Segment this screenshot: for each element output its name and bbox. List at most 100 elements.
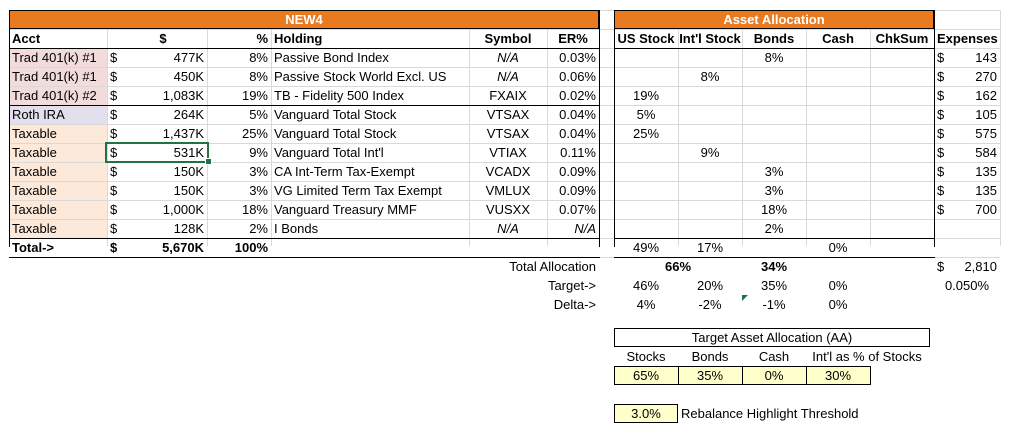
cell-intl-stock[interactable] bbox=[678, 219, 742, 238]
cell-dollar-sign[interactable]: $ bbox=[110, 88, 118, 103]
header-intl-stock[interactable]: Int'l Stock bbox=[679, 31, 741, 46]
header-holding[interactable]: Holding bbox=[274, 31, 323, 46]
total-bonds-alloc[interactable]: 34% bbox=[760, 259, 788, 274]
cell-symbol[interactable]: N/A bbox=[497, 221, 519, 236]
cell-acct[interactable]: Roth IRA bbox=[12, 107, 65, 122]
cell-dollar-sign[interactable]: $ bbox=[110, 145, 118, 160]
cell-intl-stock[interactable] bbox=[678, 105, 742, 124]
header-us-stock[interactable]: US Stock bbox=[617, 31, 675, 46]
cell-symbol[interactable]: VTSAX bbox=[486, 126, 530, 141]
cell-expense[interactable]: 105 bbox=[975, 107, 997, 122]
header-symbol[interactable]: Symbol bbox=[484, 31, 532, 46]
delta-cash[interactable]: 0% bbox=[828, 297, 848, 312]
cell-dollar-sign[interactable]: $ bbox=[110, 183, 118, 198]
rebalance-threshold-value[interactable]: 3.0% bbox=[631, 406, 661, 421]
header-chksum[interactable]: ChkSum bbox=[875, 31, 929, 46]
cell-holding[interactable]: TB - Fidelity 500 Index bbox=[274, 88, 405, 103]
cell-cash[interactable] bbox=[806, 143, 870, 162]
cell-exp-dollar[interactable]: $ bbox=[937, 145, 945, 160]
cell-amount[interactable]: 477K bbox=[173, 50, 204, 65]
cell-holding[interactable]: Vanguard Treasury MMF bbox=[274, 202, 417, 217]
cell-dollar-sign[interactable]: $ bbox=[110, 50, 118, 65]
cell-pct[interactable]: 5% bbox=[249, 107, 268, 122]
cell-cash[interactable] bbox=[806, 67, 870, 86]
cell-us-stock[interactable] bbox=[614, 219, 678, 238]
cell-bonds[interactable] bbox=[742, 86, 806, 105]
cell-amount[interactable]: 264K bbox=[173, 107, 204, 122]
total-label[interactable]: Total-> bbox=[12, 240, 55, 255]
cell-dollar-sign[interactable]: $ bbox=[110, 202, 118, 217]
cell-expense[interactable] bbox=[948, 219, 1000, 238]
cell-exp-dollar[interactable]: $ bbox=[937, 202, 945, 217]
cell-pct[interactable]: 3% bbox=[249, 183, 268, 198]
cell-acct[interactable]: Taxable bbox=[12, 145, 57, 160]
cell-amount[interactable]: 531K bbox=[173, 145, 204, 160]
cell-pct[interactable]: 19% bbox=[241, 88, 268, 103]
cell-us-stock[interactable] bbox=[614, 162, 678, 181]
cell-us-stock[interactable]: 19% bbox=[632, 88, 660, 103]
cell-acct[interactable]: Taxable bbox=[12, 126, 57, 141]
cell-us-stock[interactable] bbox=[614, 181, 678, 200]
total-pct[interactable]: 100% bbox=[234, 240, 268, 255]
target-aa-value[interactable]: 0% bbox=[764, 368, 784, 383]
cell-cash[interactable] bbox=[806, 181, 870, 200]
total-er[interactable]: 0.050% bbox=[944, 278, 990, 293]
cell-bonds[interactable] bbox=[742, 124, 806, 143]
cell-intl-stock[interactable] bbox=[678, 200, 742, 219]
cell-us-stock[interactable]: 25% bbox=[632, 126, 660, 141]
cell-acct[interactable]: Taxable bbox=[12, 183, 57, 198]
header-er[interactable]: ER% bbox=[558, 31, 588, 46]
cell-acct[interactable]: Trad 401(k) #1 bbox=[12, 50, 97, 65]
cell-er[interactable]: 0.06% bbox=[559, 69, 596, 84]
cell-pct[interactable]: 18% bbox=[241, 202, 268, 217]
target-aa-value[interactable]: 65% bbox=[632, 368, 660, 383]
cell-acct[interactable]: Taxable bbox=[12, 164, 57, 179]
cell-bonds[interactable]: 18% bbox=[760, 202, 788, 217]
cell-exp-dollar[interactable]: $ bbox=[937, 183, 945, 198]
cell-intl-stock[interactable] bbox=[678, 162, 742, 181]
cell-holding[interactable]: Vanguard Total Stock bbox=[274, 126, 397, 141]
total-expenses[interactable]: 2,810 bbox=[964, 259, 997, 274]
cell-pct[interactable]: 2% bbox=[249, 221, 268, 236]
cell-exp-dollar[interactable]: $ bbox=[937, 126, 945, 141]
cell-er[interactable]: 0.07% bbox=[559, 202, 596, 217]
cell-bonds[interactable]: 3% bbox=[764, 183, 784, 198]
cell-cash[interactable] bbox=[806, 200, 870, 219]
fill-handle[interactable] bbox=[205, 158, 212, 165]
active-cell-selection[interactable] bbox=[105, 142, 209, 163]
cell-exp-dollar[interactable]: $ bbox=[937, 50, 945, 65]
cell-er[interactable]: N/A bbox=[574, 221, 596, 236]
target-intl[interactable]: 20% bbox=[696, 278, 724, 293]
target-bonds[interactable]: 35% bbox=[760, 278, 788, 293]
cell-expense[interactable]: 135 bbox=[975, 183, 997, 198]
cell-expense[interactable]: 162 bbox=[975, 88, 997, 103]
cell-us-stock[interactable]: 5% bbox=[636, 107, 656, 122]
cell-exp-dollar[interactable]: $ bbox=[937, 69, 945, 84]
cell-holding[interactable]: Vanguard Total Int'l bbox=[274, 145, 384, 160]
cell-er[interactable]: 0.11% bbox=[560, 145, 596, 160]
cell-amount[interactable]: 128K bbox=[173, 221, 204, 236]
cell-expense[interactable]: 584 bbox=[975, 145, 997, 160]
header-bonds[interactable]: Bonds bbox=[753, 31, 795, 46]
cell-dollar-sign[interactable]: $ bbox=[110, 126, 118, 141]
cell-amount[interactable]: 1,000K bbox=[162, 202, 204, 217]
cell-pct[interactable]: 3% bbox=[249, 164, 268, 179]
cell-amount[interactable]: 1,437K bbox=[162, 126, 204, 141]
cell-er[interactable]: 0.02% bbox=[559, 88, 596, 103]
cell-pct[interactable]: 25% bbox=[241, 126, 268, 141]
header-dollar[interactable]: $ bbox=[159, 31, 167, 46]
cell-er[interactable]: 0.03% bbox=[559, 50, 596, 65]
cell-cash[interactable] bbox=[806, 86, 870, 105]
cell-amount[interactable]: 150K bbox=[173, 164, 204, 179]
cell-symbol[interactable]: VUSXX bbox=[485, 202, 531, 217]
total-exp-dollar[interactable]: $ bbox=[937, 259, 945, 274]
cell-acct[interactable]: Trad 401(k) #2 bbox=[12, 88, 97, 103]
delta-us[interactable]: 4% bbox=[636, 297, 656, 312]
cell-us-stock[interactable] bbox=[614, 48, 678, 67]
target-cash[interactable]: 0% bbox=[828, 278, 848, 293]
cell-er[interactable]: 0.04% bbox=[559, 126, 596, 141]
cell-bonds[interactable]: 8% bbox=[764, 50, 784, 65]
target-aa-value[interactable]: 30% bbox=[824, 368, 852, 383]
cell-expense[interactable]: 270 bbox=[975, 69, 997, 84]
target-aa-value[interactable]: 35% bbox=[696, 368, 724, 383]
